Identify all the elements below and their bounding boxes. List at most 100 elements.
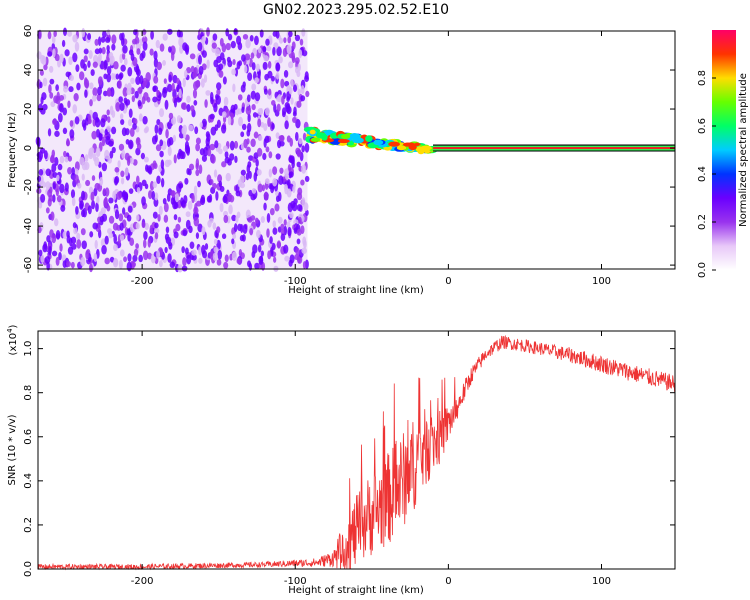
noise-blob bbox=[69, 74, 74, 82]
noise-blob bbox=[266, 228, 270, 238]
noise-blob bbox=[143, 239, 147, 249]
x-tick-label: 0 bbox=[445, 276, 451, 287]
noise-blob bbox=[64, 49, 70, 57]
noise-blob bbox=[67, 155, 73, 162]
noise-blob bbox=[112, 190, 117, 201]
noise-blob bbox=[241, 54, 246, 62]
noise-blob bbox=[138, 254, 143, 263]
noise-blob bbox=[91, 95, 97, 102]
noise-blob bbox=[235, 215, 239, 224]
noise-blob bbox=[167, 253, 172, 263]
noise-blob bbox=[118, 143, 125, 151]
noise-blob bbox=[212, 183, 217, 190]
noise-blob bbox=[232, 83, 236, 93]
noise-blob bbox=[187, 168, 192, 176]
noise-blob bbox=[296, 70, 301, 78]
noise-blob bbox=[298, 137, 303, 145]
noise-blob bbox=[300, 95, 306, 102]
noise-blob bbox=[296, 204, 303, 212]
noise-blob bbox=[89, 99, 93, 107]
noise-blob bbox=[83, 48, 89, 55]
noise-blob bbox=[212, 222, 217, 230]
noise-blob bbox=[118, 96, 124, 103]
noise-blob bbox=[38, 249, 43, 257]
noise-blob bbox=[206, 27, 210, 37]
noise-blob bbox=[184, 69, 188, 78]
noise-blob bbox=[58, 251, 62, 261]
noise-blob bbox=[147, 238, 151, 248]
noise-blob bbox=[286, 44, 292, 55]
noise-blob bbox=[188, 124, 194, 132]
noise-blob bbox=[149, 224, 153, 235]
noise-blob bbox=[136, 68, 141, 77]
noise-blob bbox=[63, 150, 67, 158]
noise-blob bbox=[257, 69, 261, 79]
snr-y-ticks: 0.0 0.2 0.4 0.6 0.8 1.0 bbox=[23, 341, 675, 577]
noise-blob bbox=[173, 231, 179, 239]
noise-blob bbox=[257, 244, 262, 253]
noise-blob bbox=[290, 97, 294, 105]
noise-blob bbox=[217, 174, 223, 183]
transition-blob bbox=[408, 144, 417, 151]
noise-blob bbox=[275, 30, 280, 39]
noise-blob bbox=[219, 37, 224, 47]
noise-blob bbox=[87, 33, 92, 40]
noise-blob bbox=[296, 192, 303, 201]
noise-blob bbox=[57, 112, 63, 123]
noise-blob bbox=[186, 67, 192, 74]
noise-blob bbox=[241, 123, 247, 131]
x-tick-label: -100 bbox=[284, 576, 307, 587]
noise-blob bbox=[288, 171, 294, 178]
noise-blob bbox=[208, 193, 213, 203]
noise-blob bbox=[232, 59, 236, 66]
noise-blob bbox=[117, 79, 122, 89]
noise-blob bbox=[108, 215, 115, 224]
noise-blob bbox=[142, 41, 148, 51]
noise-blob bbox=[276, 240, 281, 249]
noise-blob bbox=[246, 146, 251, 153]
noise-blob bbox=[154, 124, 159, 135]
noise-blob bbox=[284, 115, 289, 122]
noise-blob bbox=[254, 217, 259, 224]
noise-blob bbox=[212, 252, 218, 262]
noise-blob bbox=[66, 138, 70, 147]
noise-blob bbox=[104, 235, 109, 245]
noise-blob bbox=[151, 135, 158, 145]
noise-blob bbox=[90, 69, 95, 77]
noise-blob bbox=[49, 78, 55, 85]
noise-blob bbox=[47, 128, 52, 137]
noise-blob bbox=[83, 55, 88, 63]
y-tick-label: 0 bbox=[23, 145, 34, 151]
noise-blob bbox=[90, 191, 95, 202]
noise-blob bbox=[261, 184, 266, 192]
noise-blob bbox=[43, 150, 48, 160]
noise-blob bbox=[238, 249, 243, 257]
noise-blob bbox=[255, 63, 260, 72]
noise-blob bbox=[209, 143, 216, 151]
noise-blob bbox=[123, 57, 128, 66]
noise-blob bbox=[201, 50, 207, 58]
noise-blob bbox=[199, 148, 205, 156]
noise-blob bbox=[251, 104, 256, 111]
noise-blob bbox=[250, 194, 256, 201]
noise-blob bbox=[158, 127, 163, 135]
noise-blob bbox=[304, 175, 310, 183]
noise-blob bbox=[302, 261, 307, 270]
noise-blob bbox=[301, 247, 307, 254]
noise-blob bbox=[106, 73, 112, 83]
colorbar-tick-label: 0.8 bbox=[697, 70, 708, 86]
noise-blob bbox=[136, 186, 141, 194]
noise-blob bbox=[50, 211, 55, 221]
noise-blob bbox=[211, 42, 217, 49]
noise-blob bbox=[280, 223, 285, 231]
noise-blob bbox=[176, 29, 181, 38]
noise-blob bbox=[173, 202, 179, 209]
y-tick-label: 20 bbox=[23, 103, 34, 116]
noise-blob bbox=[109, 150, 114, 159]
noise-blob bbox=[292, 185, 296, 193]
noise-blob bbox=[221, 161, 227, 168]
noise-blob bbox=[155, 39, 160, 49]
noise-blob bbox=[200, 78, 205, 88]
noise-blob bbox=[75, 64, 80, 72]
noise-blob bbox=[258, 135, 263, 141]
